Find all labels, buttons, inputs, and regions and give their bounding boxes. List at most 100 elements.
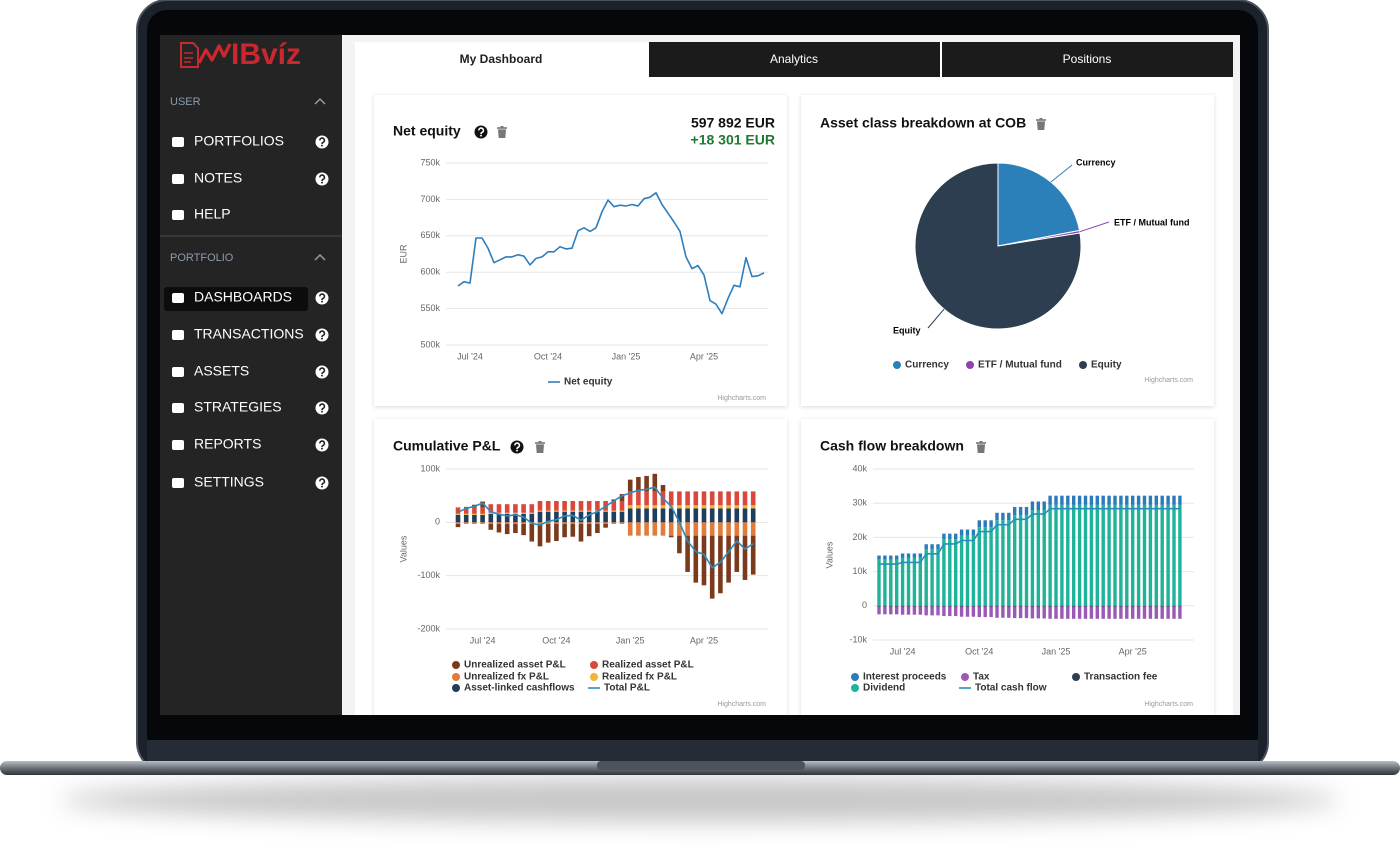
legend-label[interactable]: Dividend (863, 683, 905, 694)
nav-item[interactable]: HELP (194, 206, 231, 222)
legend-label[interactable]: Transaction fee (1084, 672, 1158, 683)
bar (611, 511, 617, 523)
tab-label[interactable]: Analytics (770, 52, 818, 66)
nav-item[interactable]: ASSETS (194, 363, 249, 379)
nav-item[interactable]: NOTES (194, 170, 242, 186)
bar (1166, 504, 1170, 606)
nav-item[interactable]: PORTFOLIOS (194, 133, 284, 149)
bar (718, 522, 723, 536)
y-tick-label: -10k (849, 634, 867, 644)
bar (1178, 495, 1182, 505)
help-icon[interactable] (315, 365, 329, 379)
bar (883, 606, 887, 615)
bar (726, 522, 731, 536)
legend-symbol (851, 684, 859, 692)
legend-label[interactable]: Realized asset P&L (602, 660, 694, 671)
help-icon[interactable] (315, 328, 329, 342)
bar (636, 491, 641, 506)
bar (936, 544, 940, 550)
legend-label[interactable]: Realized fx P&L (602, 672, 677, 683)
help-icon[interactable] (510, 440, 524, 454)
nav-icon (172, 403, 184, 413)
legend-label[interactable]: Tax (973, 672, 990, 683)
bar (1013, 606, 1017, 619)
legend-label[interactable]: Currency (905, 360, 949, 371)
bar (742, 505, 748, 509)
bar (463, 522, 469, 524)
legend-label[interactable]: Total P&L (604, 683, 650, 694)
x-tick-label: Jan '25 (616, 635, 645, 645)
card-title: Net equity (393, 123, 461, 139)
tab-label[interactable]: Positions (1063, 52, 1112, 66)
bar (668, 522, 674, 536)
legend-label[interactable]: Interest proceeds (863, 672, 947, 683)
bar (455, 507, 461, 514)
bar (554, 523, 559, 541)
bar (709, 522, 715, 536)
bar (1036, 605, 1040, 607)
bar (1030, 605, 1035, 607)
bar (660, 505, 666, 509)
tab[interactable] (649, 42, 940, 77)
bar (1160, 495, 1164, 505)
tab-label[interactable]: My Dashboard (460, 52, 543, 66)
bar (586, 523, 592, 537)
help-icon[interactable] (315, 401, 329, 415)
bar (685, 535, 690, 572)
help-icon[interactable] (315, 438, 329, 452)
legend-label[interactable]: Net equity (564, 377, 613, 388)
nav-item[interactable]: STRATEGIES (194, 399, 282, 415)
nav-item[interactable]: SETTINGS (194, 474, 264, 490)
chart-credits[interactable]: Highcharts.com (717, 395, 766, 402)
bar (1113, 504, 1117, 606)
bar (644, 522, 649, 536)
collapse-chevron[interactable] (314, 253, 326, 261)
nav-item[interactable]: DASHBOARDS (194, 289, 292, 305)
bar (1042, 510, 1046, 606)
bar (652, 473, 658, 492)
bar (463, 514, 469, 523)
legend-label[interactable]: Unrealized asset P&L (464, 660, 566, 671)
help-icon[interactable] (315, 291, 329, 305)
legend-label[interactable]: Total cash flow (975, 683, 1047, 694)
bar (652, 505, 658, 509)
bar (1142, 504, 1147, 606)
legend-symbol (590, 661, 598, 669)
chart-credits[interactable]: Highcharts.com (1144, 701, 1193, 708)
bar (906, 605, 911, 607)
tab-active[interactable] (355, 42, 648, 77)
nav-item[interactable]: TRANSACTIONS (194, 326, 304, 342)
legend-symbol (452, 661, 460, 669)
help-icon[interactable] (315, 172, 329, 186)
y-tick-label: 30k (852, 498, 867, 508)
legend-label[interactable]: Asset-linked cashflows (464, 683, 575, 694)
collapse-chevron[interactable] (314, 97, 326, 105)
legend-label[interactable]: Unrealized fx P&L (464, 672, 549, 683)
bar (463, 507, 469, 514)
help-icon[interactable] (474, 125, 488, 139)
bar (586, 501, 592, 511)
tab[interactable] (942, 42, 1233, 77)
bar (578, 523, 584, 542)
pie-slice (997, 162, 1081, 247)
bar (1101, 605, 1105, 607)
bar (924, 606, 928, 616)
bar (496, 523, 502, 533)
bar (1072, 495, 1076, 505)
bar (1013, 506, 1017, 516)
chart-credits[interactable]: Highcharts.com (717, 701, 766, 708)
nav-item[interactable]: REPORTS (194, 436, 261, 452)
bar (455, 513, 461, 515)
bar (983, 605, 987, 607)
legend-label[interactable]: ETF / Mutual fund (978, 360, 1062, 371)
help-icon[interactable] (315, 476, 329, 490)
bar (1001, 520, 1005, 606)
bar (971, 606, 976, 617)
chart-credits[interactable]: Highcharts.com (1144, 377, 1193, 384)
legend-label[interactable]: Equity (1091, 360, 1122, 371)
bar (636, 508, 641, 523)
bar (912, 557, 917, 606)
help-icon[interactable] (315, 135, 329, 149)
pie-label-connector (1079, 221, 1110, 233)
